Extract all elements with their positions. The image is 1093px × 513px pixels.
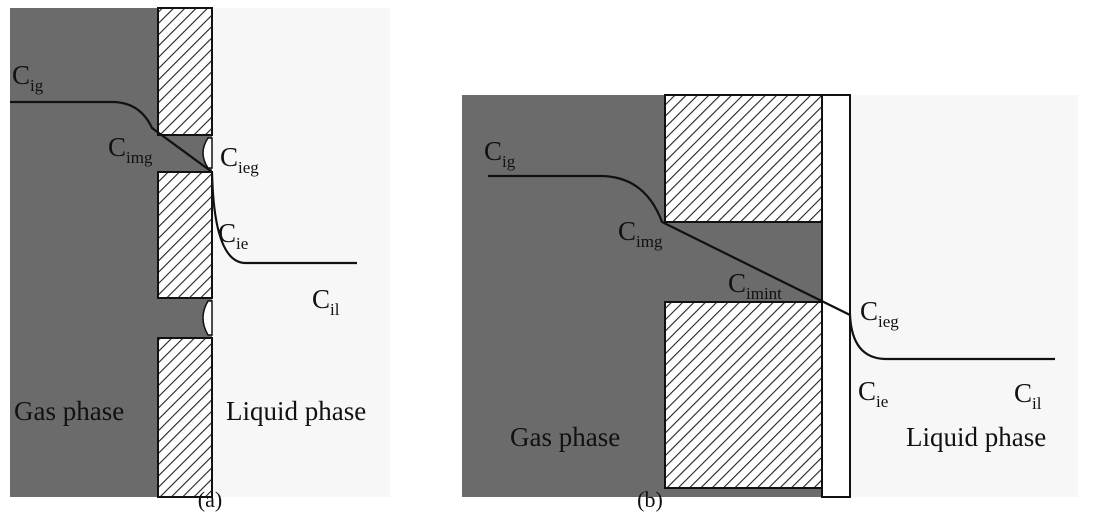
subscript: img	[126, 148, 153, 167]
symbol: C	[728, 268, 746, 298]
diagram: Cig Cimg Cieg Cie Cil Gas phase Liquid p…	[0, 0, 1093, 513]
pore-wall	[158, 8, 212, 135]
gas-label: Gas phase	[14, 396, 124, 426]
symbol: C	[108, 132, 126, 162]
caption: (a)	[198, 487, 222, 512]
symbol: C	[312, 284, 330, 314]
subscript: ie	[236, 234, 248, 253]
pore-wall	[665, 302, 822, 488]
subscript: img	[636, 232, 663, 251]
membrane	[822, 95, 850, 497]
panel-a: Cig Cimg Cieg Cie Cil Gas phase Liquid p…	[10, 8, 390, 512]
pore-wall	[158, 338, 212, 497]
caption: (b)	[637, 487, 663, 512]
subscript: ieg	[878, 312, 899, 331]
pore-wall	[665, 95, 822, 222]
subscript: ig	[30, 76, 44, 95]
subscript: imint	[746, 284, 782, 303]
panel-b: Cig Cimg Cimint Cieg Cie Cil Gas phase L…	[462, 95, 1078, 512]
symbol: C	[1014, 378, 1032, 408]
liquid-label: Liquid phase	[226, 396, 366, 426]
symbol: C	[218, 218, 236, 248]
symbol: C	[618, 216, 636, 246]
gas-label: Gas phase	[510, 422, 620, 452]
subscript: il	[330, 300, 340, 319]
symbol: C	[12, 60, 30, 90]
symbol: C	[220, 142, 238, 172]
subscript: il	[1032, 394, 1042, 413]
liquid-label: Liquid phase	[906, 422, 1046, 452]
subscript: ig	[502, 152, 516, 171]
symbol: C	[858, 376, 876, 406]
subscript: ieg	[238, 158, 259, 177]
pore-wall	[158, 172, 212, 298]
subscript: ie	[876, 392, 888, 411]
symbol: C	[860, 296, 878, 326]
symbol: C	[484, 136, 502, 166]
